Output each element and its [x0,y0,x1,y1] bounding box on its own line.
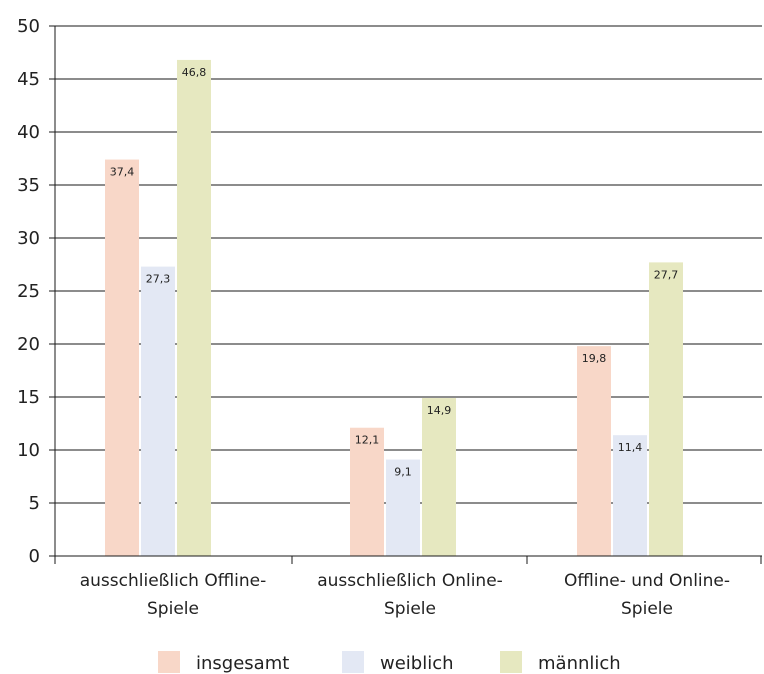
bar-weiblich [386,459,420,556]
y-tick-label: 30 [17,228,40,249]
y-tick-label: 45 [17,69,40,90]
data-labels: 37,4 12,1 19,8 27,3 9,1 11,4 46,8 14,9 27,7 [110,66,679,479]
y-tick-label: 20 [17,334,40,355]
bar-weiblich [613,435,647,556]
y-tick-label: 15 [17,387,40,408]
x-category-label: Spiele [384,599,436,619]
x-category-label: ausschließlich Offline- [80,571,267,591]
axes [49,25,762,564]
legend-label: weiblich [380,653,454,674]
data-label: 9,1 [394,466,412,479]
x-category-label: ausschließlich Online- [317,571,503,591]
data-label: 27,3 [146,273,171,286]
data-label: 37,4 [110,166,135,179]
y-tick-label: 25 [17,281,40,302]
x-category-label: Offline- und Online- [564,571,730,591]
x-category-label: Spiele [621,599,673,619]
data-label: 12,1 [355,434,380,447]
x-axis-categories: ausschließlich Offline- Spiele ausschließl… [80,571,730,619]
data-label: 27,7 [654,268,679,281]
x-category-label: Spiele [147,599,199,619]
bar-insgesamt [577,346,611,556]
data-label: 19,8 [582,352,607,365]
y-tick-label: 0 [29,546,40,567]
bar-insgesamt [350,427,384,556]
y-tick-label: 10 [17,440,40,461]
data-label: 11,4 [618,441,643,454]
bar-mnnlich [422,398,456,556]
y-tick-label: 50 [17,16,40,37]
bar-insgesamt [105,159,139,556]
legend-swatch [158,651,180,673]
data-label: 46,8 [182,66,207,79]
y-tick-label: 40 [17,122,40,143]
legend: insgesamt weiblich männlich [158,651,621,674]
bar-mnnlich [177,59,211,557]
data-label: 14,9 [427,404,452,417]
legend-swatch [342,651,364,673]
y-axis-ticks: 0 5 10 15 20 25 30 35 40 45 50 [17,16,40,567]
bar-mnnlich [649,262,683,556]
bar-weiblich [141,266,175,556]
legend-label: insgesamt [196,653,289,674]
bars [105,59,683,557]
y-tick-label: 35 [17,175,40,196]
legend-label: männlich [538,653,621,674]
legend-swatch [500,651,522,673]
y-tick-label: 5 [29,493,40,514]
